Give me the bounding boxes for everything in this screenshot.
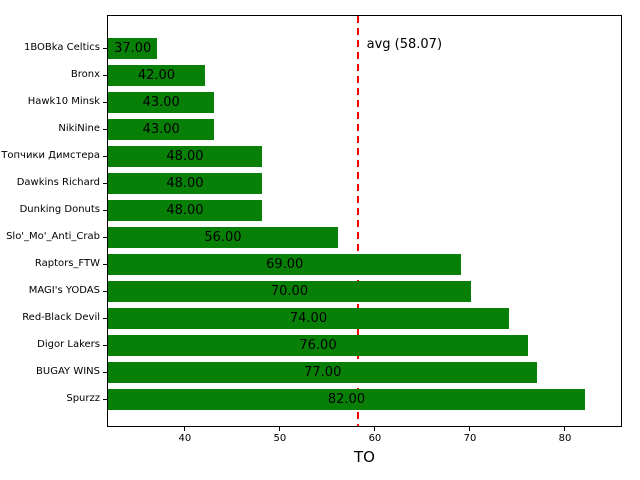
x-axis-label: TO	[354, 448, 375, 466]
y-tick-label: Red-Black Devil	[22, 311, 100, 323]
y-tick-mark	[103, 263, 107, 265]
bar	[108, 119, 215, 140]
y-tick-mark	[103, 344, 107, 346]
bar-value-label: 48.00	[166, 149, 204, 164]
bar-value-label: 37.00	[114, 41, 152, 56]
y-tick-mark	[103, 74, 107, 76]
bar-value-label: 42.00	[137, 68, 176, 83]
y-tick-mark	[103, 182, 107, 184]
bar	[108, 146, 262, 167]
bar	[108, 173, 262, 194]
y-tick-mark	[103, 236, 107, 238]
y-tick-label: BUGAY WINS	[36, 365, 100, 377]
x-tick-mark	[279, 427, 281, 431]
y-tick-mark	[103, 47, 107, 49]
bar-value-label: 77.00	[304, 365, 342, 380]
x-tick-mark	[564, 427, 566, 431]
x-tick-label: 40	[178, 433, 192, 444]
y-tick-label: Dawkins Richard	[16, 176, 100, 188]
bar-value-label: 56.00	[204, 230, 242, 245]
bar-value-label: 48.00	[166, 176, 204, 191]
bar	[108, 65, 205, 86]
x-tick-mark	[469, 427, 471, 431]
y-tick-mark	[103, 155, 107, 157]
bar	[108, 227, 338, 248]
bar	[108, 38, 158, 59]
y-tick-label: Топчики Димстера	[1, 149, 100, 161]
y-tick-label: Dunking Donuts	[19, 203, 100, 215]
y-tick-mark	[103, 128, 107, 130]
y-tick-label: NikiNine	[58, 122, 100, 134]
plot-area: avg (58.07) 37.00 42.00 43.00 43.00 48.00 48.…	[107, 15, 622, 427]
bar-value-label: 76.00	[299, 338, 337, 353]
avg-line	[356, 16, 359, 426]
y-tick-label: Bronx	[70, 68, 100, 80]
bar-value-label: 74.00	[289, 311, 328, 326]
bar	[108, 389, 585, 410]
avg-line-label: avg (58.07)	[366, 37, 443, 52]
y-tick-label: Hawk10 Minsk	[27, 95, 100, 107]
y-tick-mark	[103, 398, 107, 400]
x-tick-mark	[374, 427, 376, 431]
y-tick-mark	[103, 317, 107, 319]
bar	[108, 281, 471, 302]
bar	[108, 200, 262, 221]
bar-value-label: 43.00	[142, 95, 180, 110]
y-tick-mark	[103, 101, 107, 103]
y-tick-label: Slo'_Mo'_Anti_Crab	[6, 230, 100, 242]
y-tick-label: Spurzz	[66, 392, 100, 404]
x-tick-mark	[184, 427, 186, 431]
y-tick-mark	[103, 290, 107, 292]
bar	[108, 92, 215, 113]
y-tick-label: MAGI's YODAS	[28, 284, 100, 296]
y-tick-mark	[103, 209, 107, 211]
bar-value-label: 69.00	[266, 257, 304, 272]
x-tick-label: 70	[463, 433, 477, 444]
x-tick-label: 50	[273, 433, 287, 444]
x-tick-label: 60	[368, 433, 382, 444]
y-tick-label: 1BOBka Celtics	[23, 41, 100, 53]
bar	[108, 335, 528, 356]
bar-value-label: 70.00	[270, 284, 309, 299]
y-tick-label: Raptors_FTW	[34, 257, 100, 269]
x-tick-label: 80	[558, 433, 572, 444]
bar-value-label: 48.00	[166, 203, 204, 218]
bar	[108, 254, 462, 275]
bar-value-label: 82.00	[327, 392, 366, 407]
bar	[108, 362, 538, 383]
bar	[108, 308, 509, 329]
y-tick-label: Digor Lakers	[37, 338, 100, 350]
y-tick-mark	[103, 371, 107, 373]
bar-value-label: 43.00	[142, 122, 180, 137]
